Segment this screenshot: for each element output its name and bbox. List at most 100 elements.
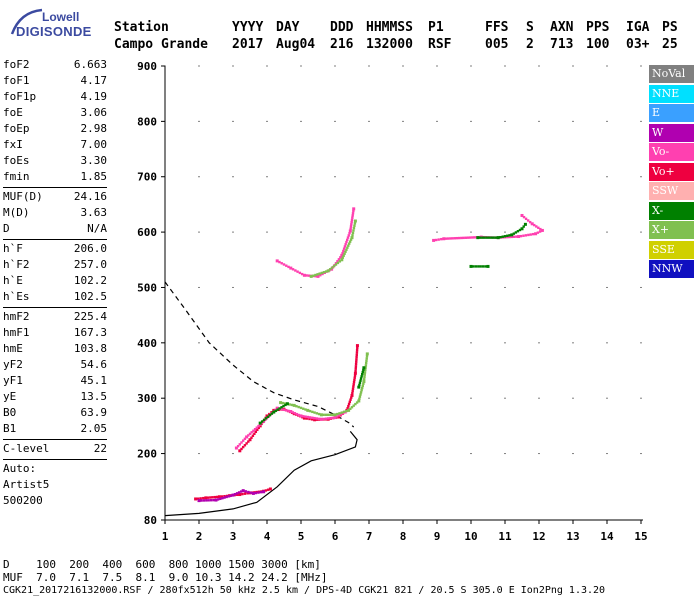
echo-point <box>295 405 298 408</box>
x-tick-label: 4 <box>264 530 271 543</box>
param-value: 4.17 <box>80 74 108 87</box>
echo-point <box>343 252 346 255</box>
echo-point <box>285 402 289 406</box>
param-row: foEp 2.98 <box>3 121 107 137</box>
echo-point <box>296 270 299 273</box>
echo-series-0 <box>238 344 359 453</box>
echo-point <box>360 375 363 378</box>
grid-dot <box>470 397 472 399</box>
echo-point <box>520 213 524 217</box>
grid-dot <box>436 176 438 178</box>
param-value: 257.0 <box>73 258 107 271</box>
echo-point <box>293 412 297 415</box>
echo-point <box>449 237 452 240</box>
echo-point <box>344 243 347 246</box>
grid-dot <box>640 231 642 233</box>
grid-dot <box>606 286 608 288</box>
param-value: N/A <box>87 222 107 235</box>
density-profile-line <box>164 431 358 517</box>
param-label: C-level <box>3 442 50 455</box>
param-label: foF1 <box>3 74 30 87</box>
param-label: foEs <box>3 154 30 167</box>
echo-point <box>298 271 302 275</box>
muf-curve <box>164 281 355 428</box>
echo-point <box>320 271 324 275</box>
echo-point <box>352 226 356 230</box>
header-value-1: 2017 <box>232 37 264 52</box>
echo-series-9 <box>469 222 527 268</box>
echo-point <box>275 406 279 410</box>
echo-point <box>466 236 470 239</box>
grid-dot <box>368 397 370 399</box>
x-tick-label: 3 <box>230 530 237 543</box>
echo-point <box>206 496 210 499</box>
echo-point <box>451 237 454 240</box>
echo-point <box>313 418 317 422</box>
logo-line1: Lowell <box>42 10 80 24</box>
echo-point <box>304 415 307 418</box>
echo-point <box>481 265 485 268</box>
echo-point <box>287 409 290 413</box>
echo-point <box>240 441 243 444</box>
echo-point <box>314 273 317 277</box>
param-row: yF2 54.6 <box>3 357 107 373</box>
echo-series-7 <box>309 219 357 278</box>
echo-point <box>199 497 202 500</box>
header-label-11: PS <box>662 20 678 35</box>
echo-point <box>294 269 297 272</box>
grid-dot <box>232 342 234 344</box>
x-tick-label: 9 <box>434 530 441 543</box>
param-label: B0 <box>3 406 17 419</box>
logo-line2: DIGISONDE <box>16 24 92 39</box>
echo-point <box>247 440 250 443</box>
echo-point <box>243 437 247 440</box>
echo-point <box>345 409 348 413</box>
echo-point <box>209 499 213 502</box>
legend-item-vo: Vo- <box>649 143 694 161</box>
echo-point <box>348 240 352 243</box>
grid-dot <box>470 453 472 455</box>
echo-point <box>350 220 353 224</box>
grid-dot <box>300 176 302 178</box>
echo-point <box>341 251 344 255</box>
grid-dot <box>232 65 234 67</box>
echo-point <box>354 367 357 370</box>
echo-point <box>302 407 305 410</box>
echo-point <box>348 242 351 245</box>
echo-point <box>330 266 334 269</box>
echo-point <box>517 235 521 239</box>
echo-point <box>336 261 340 265</box>
echo-point <box>243 444 247 447</box>
grid-dot <box>266 65 268 67</box>
echo-point <box>331 416 334 420</box>
grid-dot <box>232 397 234 399</box>
echo-point <box>308 417 311 421</box>
echo-point <box>221 496 224 500</box>
x-tick-label: 11 <box>498 530 512 543</box>
echo-point <box>538 230 542 233</box>
echo-point <box>359 393 362 396</box>
echo-point <box>540 228 544 232</box>
echo-point <box>211 496 214 499</box>
echo-point <box>336 415 340 419</box>
grid-dot <box>334 397 336 399</box>
grid-dot <box>470 120 472 122</box>
grid-dot <box>334 120 336 122</box>
echo-point <box>324 270 328 273</box>
echo-point <box>235 492 239 495</box>
echo-point <box>270 412 274 415</box>
grid-dot <box>572 286 574 288</box>
echo-point <box>302 415 305 418</box>
echo-point <box>302 416 306 420</box>
echo-point <box>355 349 359 352</box>
echo-series-6 <box>275 207 356 278</box>
grid-dot <box>538 397 540 399</box>
echo-point <box>213 495 217 499</box>
echo-point <box>487 236 491 239</box>
echo-point <box>194 497 198 501</box>
echo-point <box>515 235 518 238</box>
echo-point <box>353 222 357 225</box>
param-row: hmF1 167.3 <box>3 325 107 341</box>
muf-distance-row: D 100 200 400 600 800 1000 1500 3000 [km… <box>3 558 321 571</box>
echo-point <box>264 489 268 492</box>
